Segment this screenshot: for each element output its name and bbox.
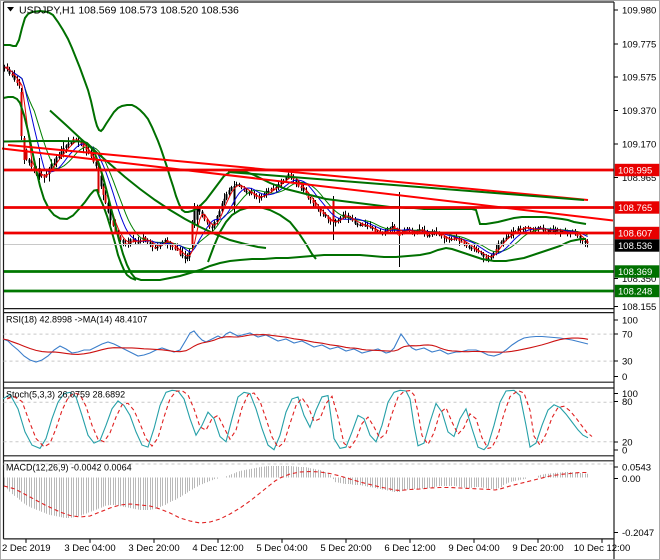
svg-text:9 Dec 20:00: 9 Dec 20:00 (512, 543, 563, 554)
svg-text:9 Dec 04:00: 9 Dec 04:00 (448, 543, 499, 554)
svg-text:108.765: 108.765 (618, 203, 652, 214)
svg-text:0: 0 (622, 372, 627, 383)
svg-text:108.155: 108.155 (622, 302, 656, 313)
svg-text:100: 100 (622, 316, 638, 327)
svg-text:108.965: 108.965 (622, 173, 656, 184)
svg-text:USDJPY,H1 108.569 108.573 108: USDJPY,H1 108.569 108.573 108.520 108.53… (19, 5, 239, 17)
svg-text:3 Dec 20:00: 3 Dec 20:00 (128, 543, 179, 554)
svg-text:108.369: 108.369 (618, 267, 652, 278)
svg-text:0.00: 0.00 (622, 474, 641, 485)
svg-text:108.995: 108.995 (618, 166, 652, 177)
svg-text:100: 100 (622, 389, 638, 400)
svg-text:80: 80 (622, 397, 633, 408)
svg-text:6 Dec 12:00: 6 Dec 12:00 (384, 543, 435, 554)
svg-text:3 Dec 04:00: 3 Dec 04:00 (64, 543, 115, 554)
svg-text:0: 0 (622, 446, 627, 457)
svg-text:RSI(18) 42.8998 ->MA(14) 48.4: RSI(18) 42.8998 ->MA(14) 48.4107 (6, 315, 147, 325)
svg-text:108.350: 108.350 (622, 274, 656, 285)
svg-text:Stoch(5,3,3) 26,0759 28.6892: Stoch(5,3,3) 26,0759 28.6892 (6, 390, 125, 400)
svg-text:108.607: 108.607 (618, 229, 652, 240)
svg-text:109.980: 109.980 (622, 6, 656, 17)
svg-text:108.248: 108.248 (618, 287, 652, 298)
svg-text:108.536: 108.536 (618, 241, 652, 252)
svg-text:5 Dec 04:00: 5 Dec 04:00 (256, 543, 307, 554)
svg-text:109.370: 109.370 (622, 106, 656, 117)
svg-text:20: 20 (622, 438, 633, 449)
svg-text:5 Dec 20:00: 5 Dec 20:00 (320, 543, 371, 554)
svg-text:4 Dec 12:00: 4 Dec 12:00 (192, 543, 243, 554)
svg-text:MACD(12,26,9) -0.0042 0.0064: MACD(12,26,9) -0.0042 0.0064 (6, 463, 132, 473)
svg-text:109.775: 109.775 (622, 40, 656, 51)
svg-text:109.170: 109.170 (622, 140, 656, 151)
svg-text:30: 30 (622, 357, 633, 368)
svg-text:109.575: 109.575 (622, 73, 656, 84)
svg-text:10 Dec 12:00: 10 Dec 12:00 (574, 543, 631, 554)
svg-text:2 Dec 2019: 2 Dec 2019 (2, 543, 51, 554)
svg-text:70: 70 (622, 330, 633, 341)
svg-text:-0.2047: -0.2047 (622, 528, 654, 539)
svg-text:0.0543: 0.0543 (622, 463, 651, 474)
